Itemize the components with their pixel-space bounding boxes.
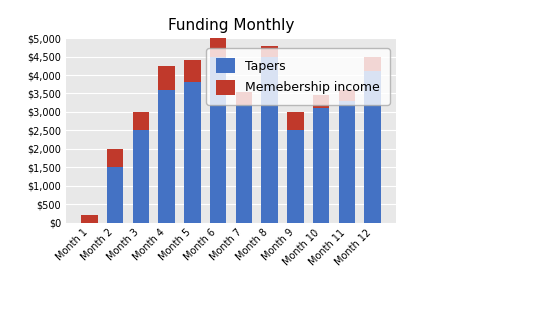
Bar [158, 66, 175, 90]
Title: Funding Monthly: Funding Monthly [168, 18, 294, 33]
Bar [133, 130, 149, 223]
Bar [184, 60, 201, 82]
Bar [210, 57, 227, 223]
Bar [313, 108, 329, 223]
Bar [158, 90, 175, 223]
Bar [287, 112, 304, 130]
Bar [261, 45, 278, 57]
Bar [364, 57, 381, 71]
Bar [338, 90, 355, 101]
Bar [107, 167, 124, 223]
Bar [235, 92, 252, 105]
Bar [313, 95, 329, 108]
Bar [210, 38, 227, 57]
Bar [133, 112, 149, 130]
Bar [338, 101, 355, 223]
Bar [287, 130, 304, 223]
Bar [235, 105, 252, 223]
Bar [184, 82, 201, 223]
Bar [107, 149, 124, 167]
Bar [261, 57, 278, 223]
Bar [364, 71, 381, 223]
Legend: Tapers, Memebership income: Tapers, Memebership income [206, 48, 390, 105]
Bar [81, 215, 98, 223]
